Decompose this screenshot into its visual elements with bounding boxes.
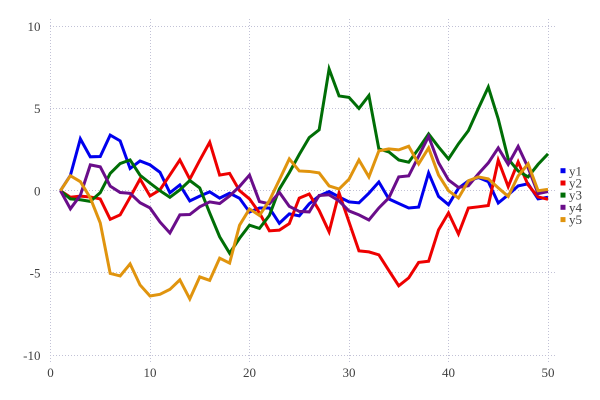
svg-text:10: 10 <box>144 365 157 380</box>
svg-text:y3: y3 <box>569 188 582 203</box>
svg-text:50: 50 <box>542 365 555 380</box>
svg-text:0: 0 <box>47 365 54 380</box>
svg-text:-10: -10 <box>23 348 40 363</box>
svg-text:y4: y4 <box>569 200 583 215</box>
svg-text:0: 0 <box>34 183 41 198</box>
svg-text:y5: y5 <box>569 212 582 227</box>
svg-text:5: 5 <box>34 101 41 116</box>
svg-text:20: 20 <box>243 365 256 380</box>
svg-text:y1: y1 <box>569 163 582 178</box>
svg-text:30: 30 <box>343 365 356 380</box>
svg-text:40: 40 <box>442 365 455 380</box>
svg-text:-5: -5 <box>30 266 41 281</box>
svg-text:y2: y2 <box>569 176 582 191</box>
svg-text:10: 10 <box>28 19 41 34</box>
